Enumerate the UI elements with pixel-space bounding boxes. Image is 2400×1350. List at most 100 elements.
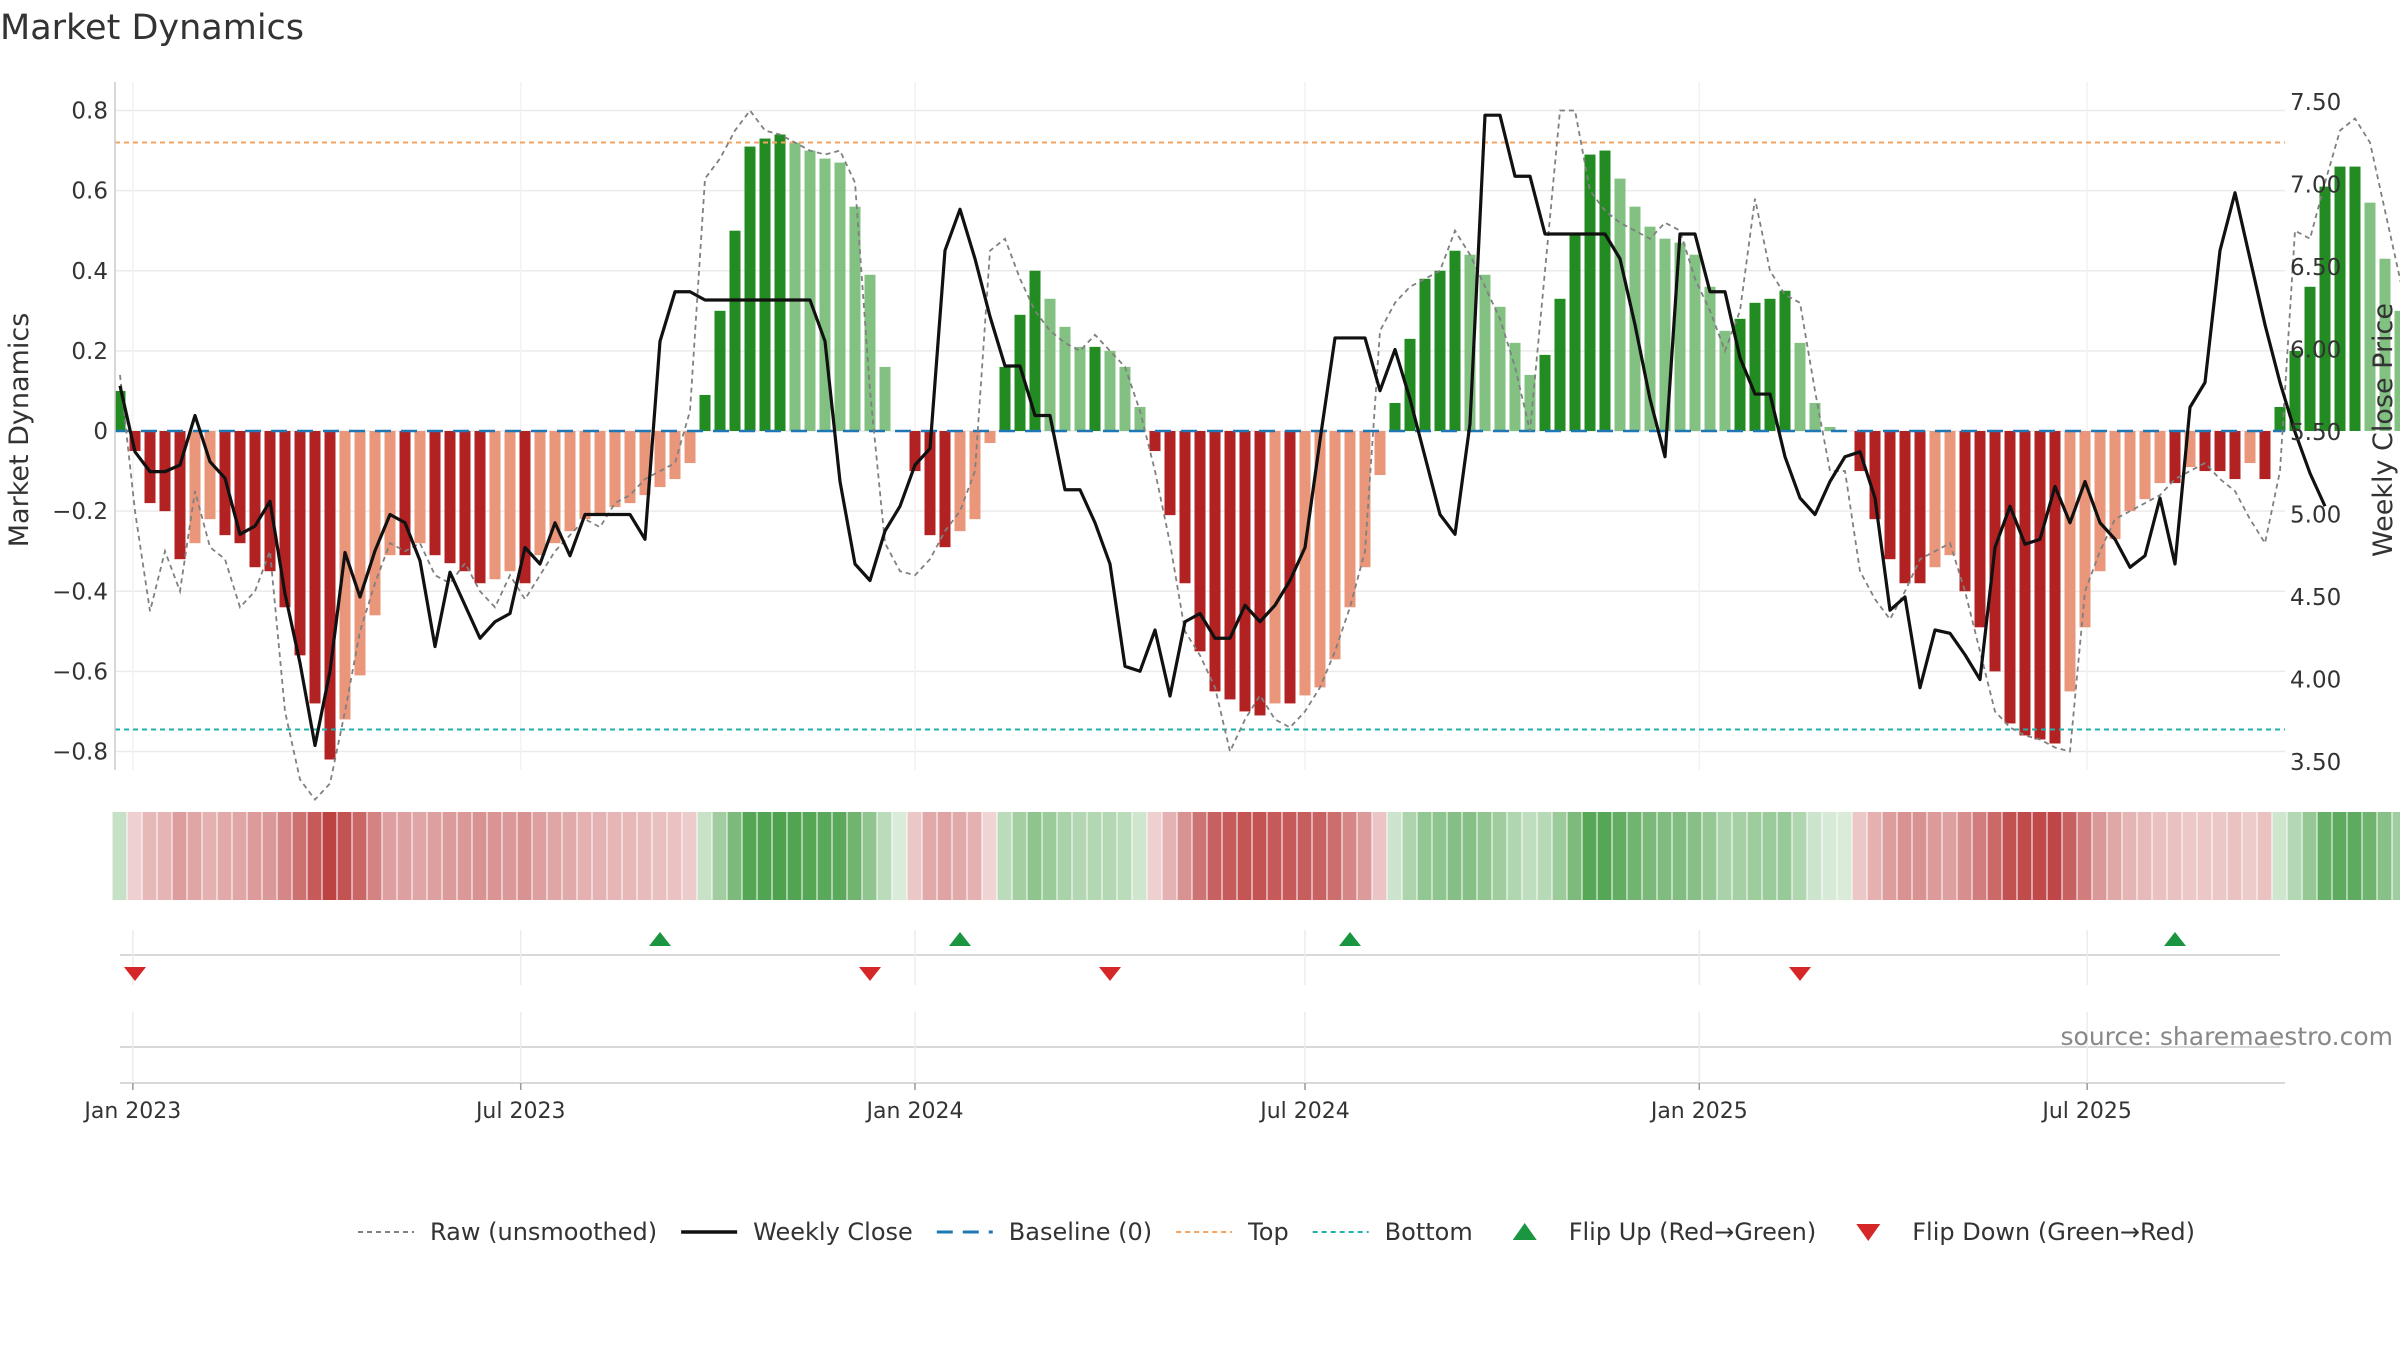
heat-cell <box>1717 812 1732 900</box>
heat-cell <box>1252 812 1267 900</box>
bar <box>1059 326 1071 431</box>
y2-tick-label: 4.50 <box>2290 585 2341 611</box>
heat-cell <box>1777 812 1792 900</box>
y2-tick-label: 5.50 <box>2290 420 2341 446</box>
legend-item-bottom: Bottom <box>1312 1218 1473 1246</box>
bar <box>414 431 426 544</box>
heat-cell <box>637 812 652 900</box>
bar <box>1119 366 1131 431</box>
heat-cell <box>1177 812 1192 900</box>
bar <box>954 431 966 532</box>
bar <box>879 366 891 431</box>
bar <box>2364 202 2376 431</box>
heat-cell <box>412 812 427 900</box>
heat-cell <box>2137 812 2152 900</box>
bar <box>624 431 636 504</box>
heat-cell <box>127 812 142 900</box>
bar <box>1179 431 1191 584</box>
heat-cell <box>817 812 832 900</box>
heat-cell <box>2092 812 2107 900</box>
bar <box>1419 278 1431 431</box>
heat-cell <box>442 812 457 900</box>
bar <box>1824 426 1836 431</box>
bar <box>339 431 351 720</box>
heat-cell <box>2227 812 2242 900</box>
bar <box>549 431 561 544</box>
heat-cell <box>1597 812 1612 900</box>
bar <box>324 431 336 760</box>
y-axis-label: Market Dynamics <box>4 313 35 548</box>
heat-cell <box>1237 812 1252 900</box>
heat-cell <box>457 812 472 900</box>
heat-cell <box>1822 812 1837 900</box>
heat-cell <box>232 812 247 900</box>
heat-cell <box>262 812 277 900</box>
bar <box>1209 431 1221 692</box>
bar <box>2289 350 2301 431</box>
bar <box>1974 431 1986 628</box>
bar <box>2079 431 2091 628</box>
bar <box>519 431 531 584</box>
heat-cell <box>862 812 877 900</box>
bar <box>1509 342 1521 431</box>
heat-cell <box>1117 812 1132 900</box>
bar <box>489 431 501 580</box>
heat-cell <box>502 812 517 900</box>
bar <box>384 431 396 556</box>
bar <box>1149 431 1161 452</box>
legend-label: Top <box>1247 1218 1289 1246</box>
bar <box>2334 166 2346 431</box>
bar <box>1194 431 1206 652</box>
bar <box>1884 431 1896 560</box>
bar <box>1374 431 1386 476</box>
bar <box>1014 314 1026 431</box>
bar <box>2094 431 2106 572</box>
heat-cell <box>577 812 592 900</box>
bar <box>2379 258 2391 431</box>
x-tick-label: Jan 2025 <box>1649 1099 1748 1124</box>
heat-cell <box>787 812 802 900</box>
heat-cell <box>1372 812 1387 900</box>
heat-cell <box>562 812 577 900</box>
heat-cell <box>2362 812 2377 900</box>
chart-title: Market Dynamics <box>0 8 305 48</box>
bar <box>609 431 621 508</box>
heat-cell <box>802 812 817 900</box>
bar <box>1284 431 1296 704</box>
bar <box>1914 431 1926 584</box>
heat-cell <box>877 812 892 900</box>
heat-cell <box>1837 812 1852 900</box>
heat-cell <box>2197 812 2212 900</box>
bar <box>2304 286 2316 431</box>
heat-cell <box>1747 812 1762 900</box>
y2-tick-label: 7.00 <box>2290 173 2341 199</box>
x-tick-label: Jan 2024 <box>865 1099 964 1124</box>
flip-panel: Jan 2023 Jul 2023 Jan 2024 Jul 2024 Jan 2025… <box>82 930 2393 1124</box>
bar <box>459 431 471 572</box>
bar <box>1809 402 1821 431</box>
flip-down-marker <box>1099 967 1121 981</box>
bar <box>684 431 696 464</box>
heat-cell <box>1732 812 1747 900</box>
heat-cell <box>2062 812 2077 900</box>
bar <box>909 431 921 472</box>
legend-swatch <box>1856 1224 1881 1241</box>
heat-strip <box>112 812 2400 900</box>
heat-cell <box>1792 812 1807 900</box>
flip-down-marker <box>859 967 881 981</box>
legend-label: Bottom <box>1385 1218 1473 1246</box>
bar <box>1074 346 1086 431</box>
heat-cell <box>2347 812 2362 900</box>
heat-cell <box>1642 812 1657 900</box>
heat-cell <box>997 812 1012 900</box>
bar <box>1944 431 1956 556</box>
y2-tick-label: 6.50 <box>2290 255 2341 281</box>
heat-cell <box>1447 812 1462 900</box>
x-tick-label: Jul 2025 <box>2040 1099 2132 1124</box>
bar <box>744 146 756 431</box>
bar <box>1479 274 1491 431</box>
bar <box>1224 431 1236 700</box>
bar <box>1764 298 1776 431</box>
legend-item-top: Top <box>1176 1218 1289 1246</box>
